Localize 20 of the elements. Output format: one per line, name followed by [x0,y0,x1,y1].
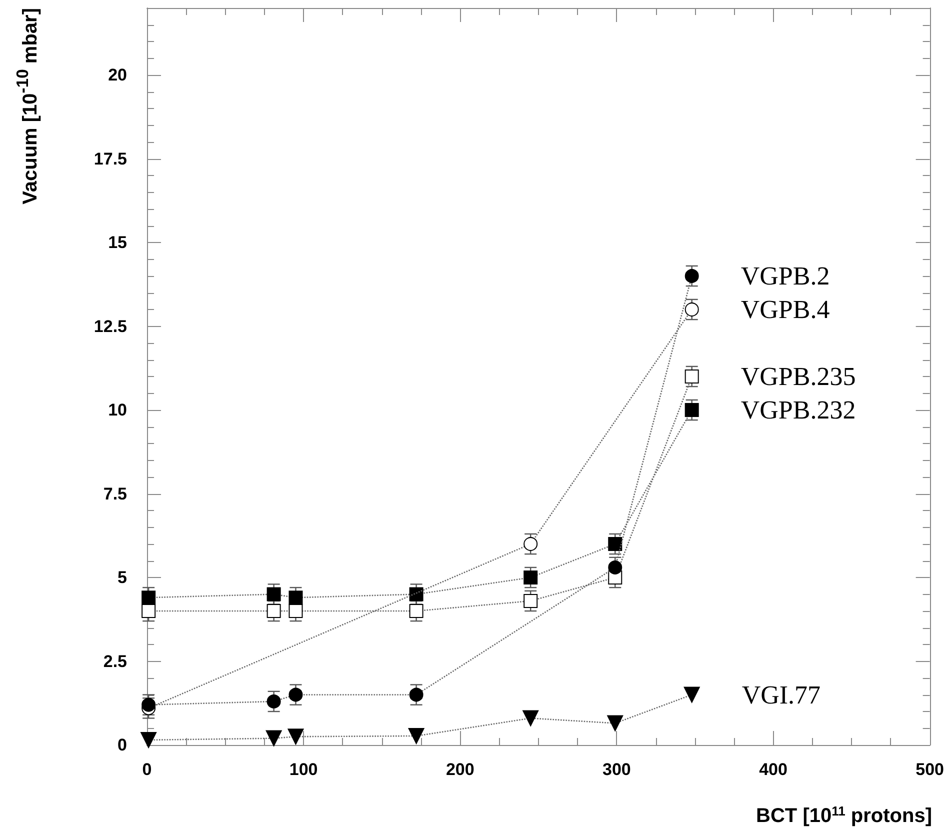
x-tick-label: 500 [916,760,944,779]
y-tick-label: 12.5 [94,316,127,336]
x-tick-label: 400 [759,760,788,779]
y-tick-label: 17.5 [94,149,127,168]
y-tick-label: 7.5 [103,484,127,504]
y-tick-label: 20 [108,66,127,84]
y-tick-label: 10 [108,400,127,420]
series-label: VGPB.4 [740,295,830,324]
y-tick-label: 2.5 [103,652,127,671]
series-label: VGPB.2 [740,262,830,290]
x-tick-label: 200 [446,760,474,779]
x-tick-label: 100 [289,760,318,779]
series-label: VGPB.232 [740,396,856,424]
series-label: VGPB.235 [740,362,856,391]
y-tick-label: 5 [118,568,127,587]
y-tick-label: 15 [108,233,127,252]
x-tick-label: 300 [602,760,631,779]
y-tick-label: 0 [118,736,127,754]
series-label: VGI.77 [742,680,821,710]
x-tick-label: 0 [142,760,152,779]
